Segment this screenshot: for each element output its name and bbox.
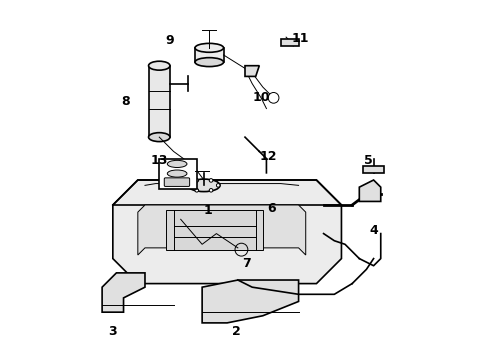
Ellipse shape [195,58,223,67]
Polygon shape [281,39,298,46]
Text: 12: 12 [260,150,277,163]
FancyBboxPatch shape [159,158,197,189]
Polygon shape [245,66,259,76]
Polygon shape [202,280,298,323]
Text: 4: 4 [369,224,378,237]
Circle shape [195,179,198,182]
Circle shape [209,179,213,182]
Polygon shape [167,210,263,249]
Text: 5: 5 [364,154,372,167]
Polygon shape [363,166,384,173]
Circle shape [195,189,198,192]
Text: 9: 9 [166,34,174,47]
Ellipse shape [188,179,220,192]
Circle shape [217,184,220,187]
Text: 3: 3 [108,325,117,338]
Polygon shape [113,180,342,284]
Text: 10: 10 [252,91,270,104]
Circle shape [188,184,192,187]
Text: 7: 7 [243,257,251,270]
Text: 1: 1 [203,204,212,217]
Ellipse shape [167,160,187,167]
Circle shape [209,189,213,192]
Text: 8: 8 [121,95,130,108]
FancyBboxPatch shape [164,178,190,186]
Polygon shape [195,48,223,62]
Polygon shape [138,205,306,255]
Polygon shape [148,66,170,137]
Polygon shape [102,273,145,312]
Ellipse shape [148,133,170,141]
Circle shape [268,93,279,103]
Text: 6: 6 [268,202,276,215]
Ellipse shape [167,170,187,177]
Text: 11: 11 [292,32,309,45]
Text: 2: 2 [232,325,241,338]
Text: 13: 13 [150,154,168,167]
Ellipse shape [195,43,223,52]
Ellipse shape [148,61,170,70]
Polygon shape [359,180,381,202]
